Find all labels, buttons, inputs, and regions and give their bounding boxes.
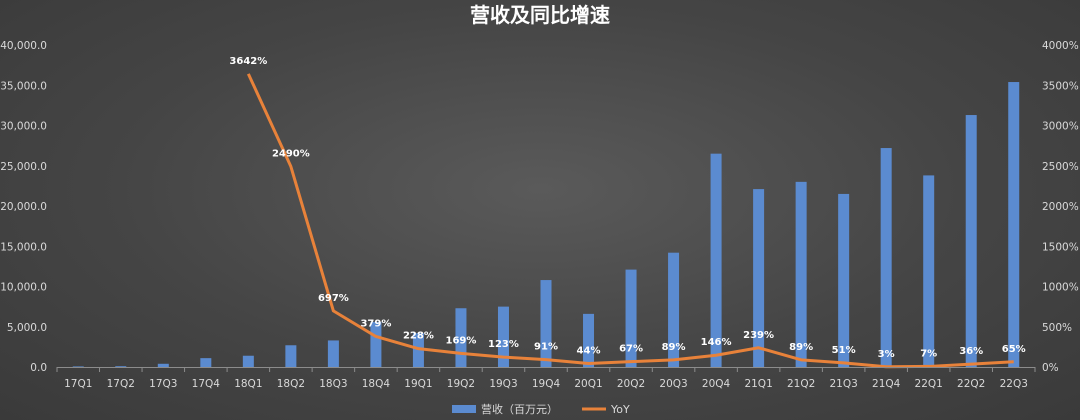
x-tick-label: 21Q2 (787, 378, 815, 390)
y-left-tick-label: 5,000.0 (7, 322, 47, 334)
x-tick-label: 18Q1 (234, 378, 262, 390)
yoy-data-label: 89% (789, 342, 813, 353)
yoy-data-label: 7% (920, 348, 937, 359)
x-tick-label: 19Q4 (532, 378, 561, 390)
bar-series (72, 82, 1020, 367)
x-tick-label: 18Q2 (277, 378, 305, 390)
yoy-data-label: 91% (534, 342, 558, 353)
yoy-data-label: 379% (360, 318, 391, 329)
y-left-tick-label: 30,000.0 (0, 121, 47, 133)
y-left-tick-label: 40,000.0 (0, 40, 47, 52)
line-series: 3642% 2490% 697% 379% 228% 169% 123% 91% 44% 67% 8… (229, 56, 1026, 369)
yoy-data-label: 146% (701, 337, 732, 348)
yoy-data-label: 3% (878, 349, 895, 360)
y-right-tick-label: 3500% (1042, 80, 1079, 92)
yoy-data-label: 239% (743, 330, 774, 341)
yoy-data-label: 51% (832, 345, 856, 356)
yoy-data-label: 44% (577, 345, 601, 356)
bar (327, 340, 339, 367)
y-right-tick-label: 2500% (1042, 161, 1079, 173)
bar (880, 148, 892, 367)
yoy-data-label: 65% (1002, 344, 1026, 355)
legend-swatch-revenue (452, 405, 476, 413)
x-tick-label: 17Q4 (192, 378, 221, 390)
y-left-tick-label: 15,000.0 (0, 241, 47, 253)
x-tick-label: 21Q1 (744, 378, 772, 390)
x-tick-label: 17Q1 (64, 378, 92, 390)
x-tick-label: 18Q3 (319, 378, 347, 390)
bar (1008, 82, 1020, 367)
y-left-tick-label: 10,000.0 (0, 282, 47, 294)
x-tick-label: 21Q3 (829, 378, 857, 390)
bar (72, 366, 84, 367)
y-left-tick-label: 0.0 (30, 362, 47, 374)
bar (115, 366, 127, 367)
x-axis: 17Q1 17Q2 17Q3 17Q4 18Q1 18Q2 18Q3 18Q4 19Q1 19Q2… (56, 367, 1036, 390)
bar (242, 355, 254, 367)
x-tick-label: 17Q3 (149, 378, 177, 390)
x-tick-label: 20Q3 (659, 378, 687, 390)
legend: 营收（百万元） YoY (452, 402, 630, 416)
chart-title: 营收及同比增速 (470, 3, 610, 27)
yoy-line (246, 73, 1014, 369)
x-tick-label: 19Q1 (404, 378, 432, 390)
yoy-data-label: 67% (619, 344, 643, 355)
y-right-tick-label: 0% (1042, 362, 1059, 374)
y-right-tick-label: 3000% (1042, 121, 1079, 133)
y-right-tick-label: 1000% (1042, 282, 1079, 294)
bar (370, 321, 382, 367)
yoy-data-label: 169% (446, 335, 477, 346)
bar (965, 115, 977, 367)
yoy-data-label: 228% (403, 331, 434, 342)
yoy-data-label: 89% (662, 342, 686, 353)
bar (285, 345, 297, 367)
bar (583, 313, 595, 367)
bar (497, 306, 509, 367)
yoy-data-label: 697% (318, 293, 349, 304)
bar (710, 153, 722, 367)
bar (455, 308, 467, 367)
x-tick-label: 21Q4 (872, 378, 901, 390)
y-axis-right: 0% 500% 1000% 1500% 2000% 2500% 3000% 3500% 4000… (1042, 40, 1079, 374)
yoy-data-label: 2490% (272, 149, 310, 160)
y-right-tick-label: 2000% (1042, 201, 1079, 213)
x-tick-label: 22Q2 (957, 378, 985, 390)
legend-label-revenue: 营收（百万元） (481, 402, 558, 416)
y-left-tick-label: 35,000.0 (0, 80, 47, 92)
x-tick-label: 20Q1 (574, 378, 602, 390)
x-tick-label: 18Q4 (362, 378, 391, 390)
legend-label-yoy: YoY (610, 403, 630, 416)
x-tick-label: 22Q1 (915, 378, 943, 390)
x-tick-label: 22Q3 (1000, 378, 1028, 390)
yoy-data-label: 3642% (229, 56, 267, 67)
yoy-data-label: 36% (959, 346, 983, 357)
bar (540, 280, 552, 367)
y-right-tick-label: 1500% (1042, 241, 1079, 253)
x-tick-label: 19Q2 (447, 378, 475, 390)
y-right-tick-label: 4000% (1042, 40, 1079, 52)
bar (753, 189, 765, 367)
x-tick-label: 20Q4 (702, 378, 731, 390)
x-tick-label: 19Q3 (489, 378, 517, 390)
x-tick-label: 20Q2 (617, 378, 645, 390)
x-tick-label: 17Q2 (107, 378, 135, 390)
bar (157, 363, 169, 367)
yoy-data-label: 123% (488, 339, 519, 350)
y-left-tick-label: 25,000.0 (0, 161, 47, 173)
bar (838, 193, 850, 367)
bar (625, 269, 637, 367)
bar (668, 252, 680, 367)
y-right-tick-label: 500% (1042, 322, 1072, 334)
y-axis-left: 0.0 5,000.0 10,000.0 15,000.0 20,000.0 25,000… (0, 40, 47, 374)
bar (200, 358, 212, 367)
bar (923, 175, 935, 367)
bar (795, 181, 807, 367)
y-left-tick-label: 20,000.0 (0, 201, 47, 213)
